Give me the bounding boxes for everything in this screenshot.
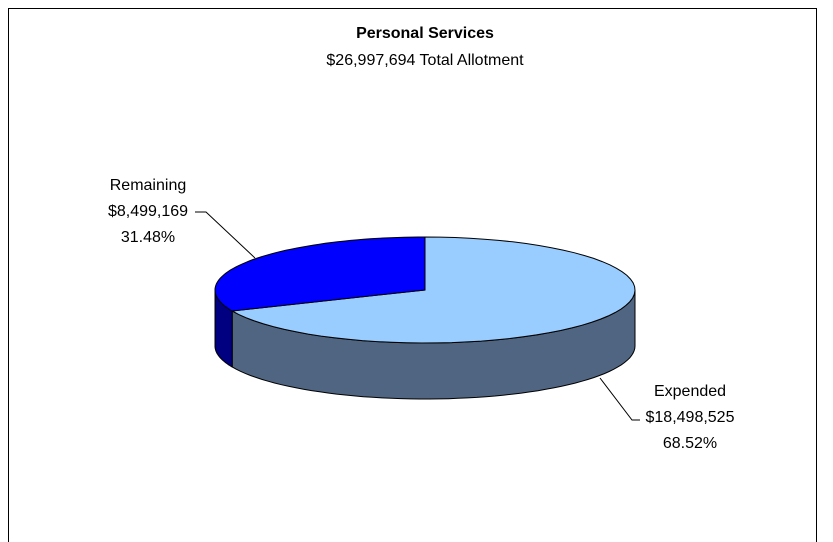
leader-line bbox=[195, 211, 256, 259]
percent-label: 68.52% bbox=[663, 435, 717, 452]
slice-label: Expended bbox=[654, 383, 726, 400]
value-label: $18,498,525 bbox=[646, 409, 735, 426]
slice-label: Remaining bbox=[110, 177, 186, 194]
percent-label: 31.48% bbox=[121, 229, 175, 246]
slice bbox=[214, 236, 426, 312]
value-label: $8,499,169 bbox=[108, 203, 188, 220]
chart-subtitle: $26,997,694 Total Allotment bbox=[326, 52, 524, 69]
chart-title: Personal Services bbox=[356, 25, 494, 42]
slice bbox=[230, 236, 636, 344]
leader-line bbox=[599, 377, 640, 421]
